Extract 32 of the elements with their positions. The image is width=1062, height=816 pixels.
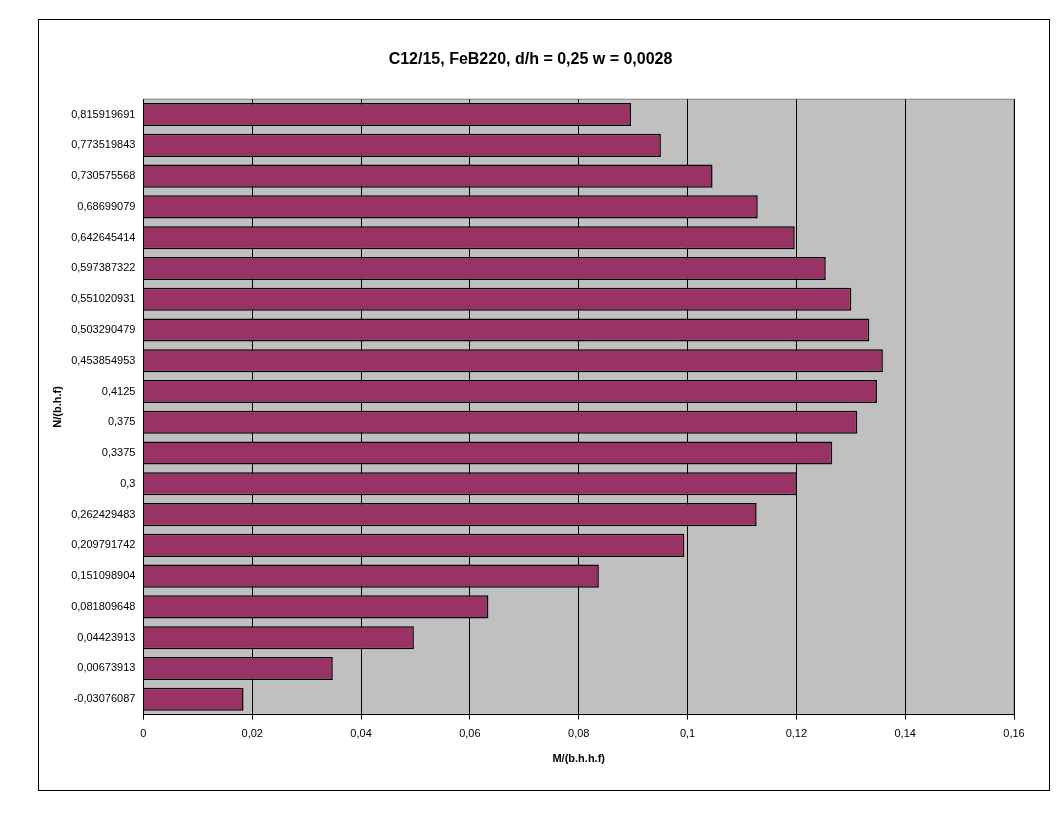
x-tick-label: 0,04 bbox=[350, 727, 372, 740]
x-tick-label: 0,1 bbox=[679, 727, 696, 740]
x-tick-label: 0,12 bbox=[785, 727, 808, 740]
y-tick-label: 0,375 bbox=[107, 415, 136, 428]
y-axis-title: N/(b.h.f) bbox=[50, 385, 63, 428]
x-tick-label: 0,16 bbox=[1003, 727, 1025, 740]
x-tick-label: 0 bbox=[140, 727, 147, 740]
y-tick-label: 0,081809648 bbox=[71, 599, 136, 612]
x-tick-label: 0,02 bbox=[241, 727, 263, 740]
y-tick-label: 0,730575568 bbox=[71, 169, 136, 182]
y-tick-label: 0,815919691 bbox=[71, 107, 136, 120]
y-tick-label: 0,00673913 bbox=[77, 661, 136, 674]
y-tick-label: 0,04423913 bbox=[77, 630, 136, 643]
y-tick-label: 0,3 bbox=[120, 476, 136, 489]
chart-title: C12/15, FeB220, d/h = 0,25 w = 0,0028 bbox=[388, 50, 673, 68]
y-tick-label: 0,151098904 bbox=[71, 569, 136, 582]
y-tick-label: 0,453854953 bbox=[71, 353, 136, 366]
y-tick-label: 0,262429483 bbox=[71, 507, 136, 520]
y-tick-label: 0,551020931 bbox=[71, 292, 136, 305]
x-tick-label: 0,08 bbox=[568, 727, 590, 740]
y-tick-label: 0,4125 bbox=[101, 384, 136, 397]
y-tick-label: 0,642645414 bbox=[71, 230, 136, 243]
y-tick-label: 0,3375 bbox=[101, 446, 136, 459]
x-axis-title: M/(b.h.h.f) bbox=[552, 752, 606, 765]
x-tick-label: 0,06 bbox=[459, 727, 481, 740]
y-tick-label: 0,773519843 bbox=[71, 138, 136, 151]
y-tick-label: -0,03076087 bbox=[73, 692, 136, 705]
y-tick-label: 0,597387322 bbox=[71, 261, 136, 274]
y-tick-label: 0,209791742 bbox=[71, 538, 136, 551]
y-tick-label: 0,68699079 bbox=[77, 199, 136, 212]
x-tick-label: 0,14 bbox=[894, 727, 916, 740]
y-tick-label: 0,503290479 bbox=[71, 323, 136, 336]
